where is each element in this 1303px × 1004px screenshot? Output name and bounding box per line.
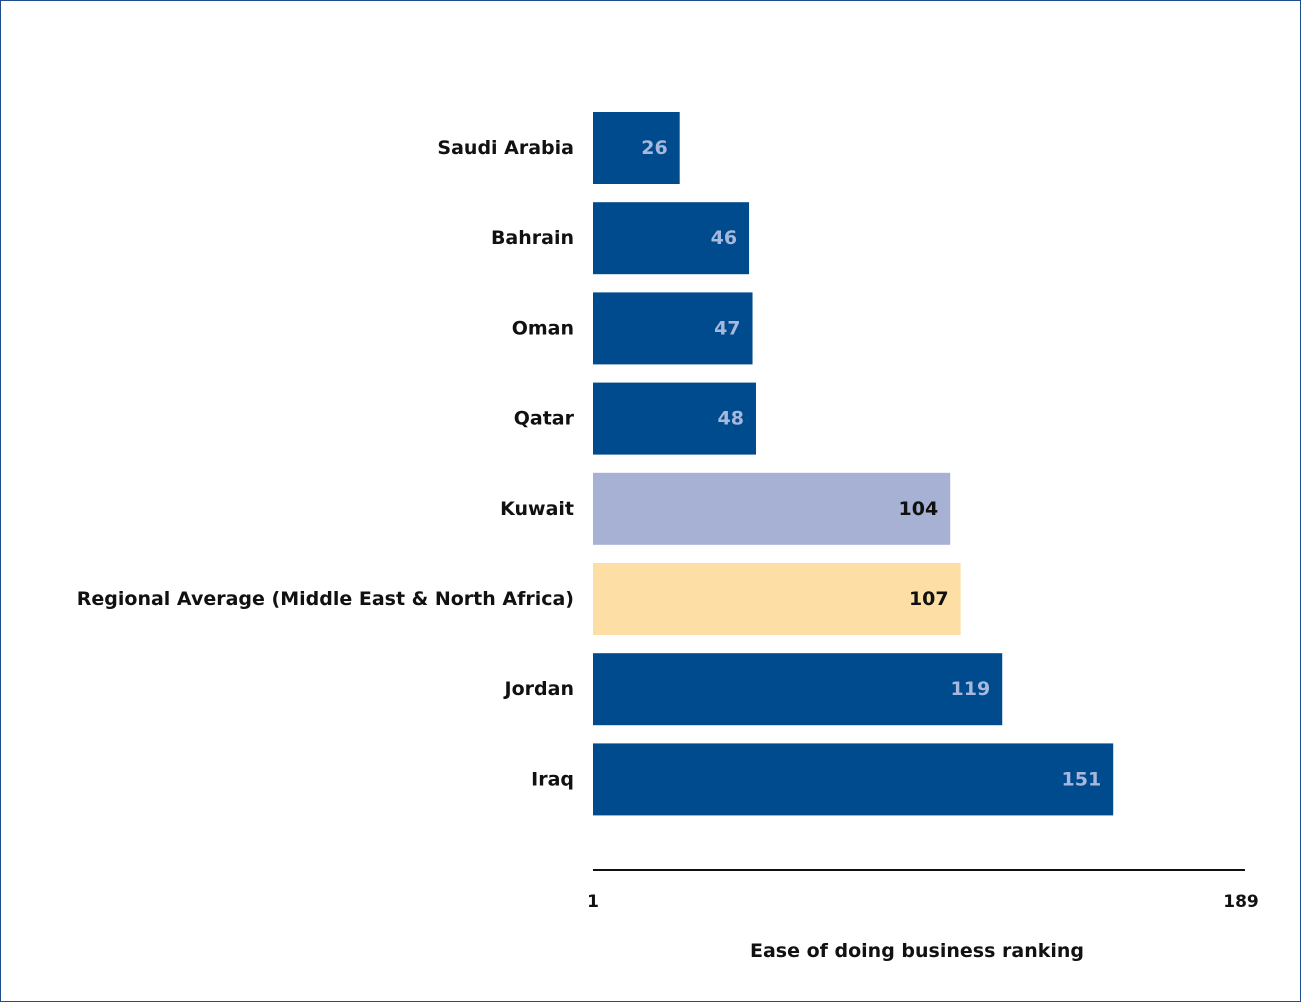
bar-2 [593,292,753,365]
value-label-2: 47 [714,317,740,339]
category-label-2: Oman [512,317,574,339]
value-label-3: 48 [718,408,744,430]
category-label-7: Iraq [531,768,574,790]
value-label-7: 151 [1062,768,1102,790]
bar-5 [593,563,961,635]
value-label-0: 26 [641,137,667,159]
bar-3 [593,382,756,455]
bar-7 [593,743,1114,816]
x-tick-label-min: 1 [587,892,599,912]
category-label-4: Kuwait [500,498,574,520]
value-label-6: 119 [951,678,991,700]
value-label-4: 104 [899,498,939,520]
x-axis-title: Ease of doing business ranking [750,940,1084,962]
category-label-6: Jordan [503,678,574,700]
value-label-5: 107 [909,588,949,610]
bars-group: Saudi Arabia 26 Bahrain 46 Oman 47 Qatar 48 Kuwa… [77,112,1114,816]
bar-1 [593,202,750,275]
bar-4 [593,472,951,545]
value-label-1: 46 [711,227,737,249]
bar-0 [593,112,680,184]
bar-6 [593,653,1003,726]
category-label-0: Saudi Arabia [437,137,574,159]
category-label-5: Regional Average (Middle East & North Af… [77,588,574,610]
x-tick-label-max: 189 [1223,892,1259,912]
category-label-3: Qatar [514,408,575,430]
category-label-1: Bahrain [491,227,574,249]
